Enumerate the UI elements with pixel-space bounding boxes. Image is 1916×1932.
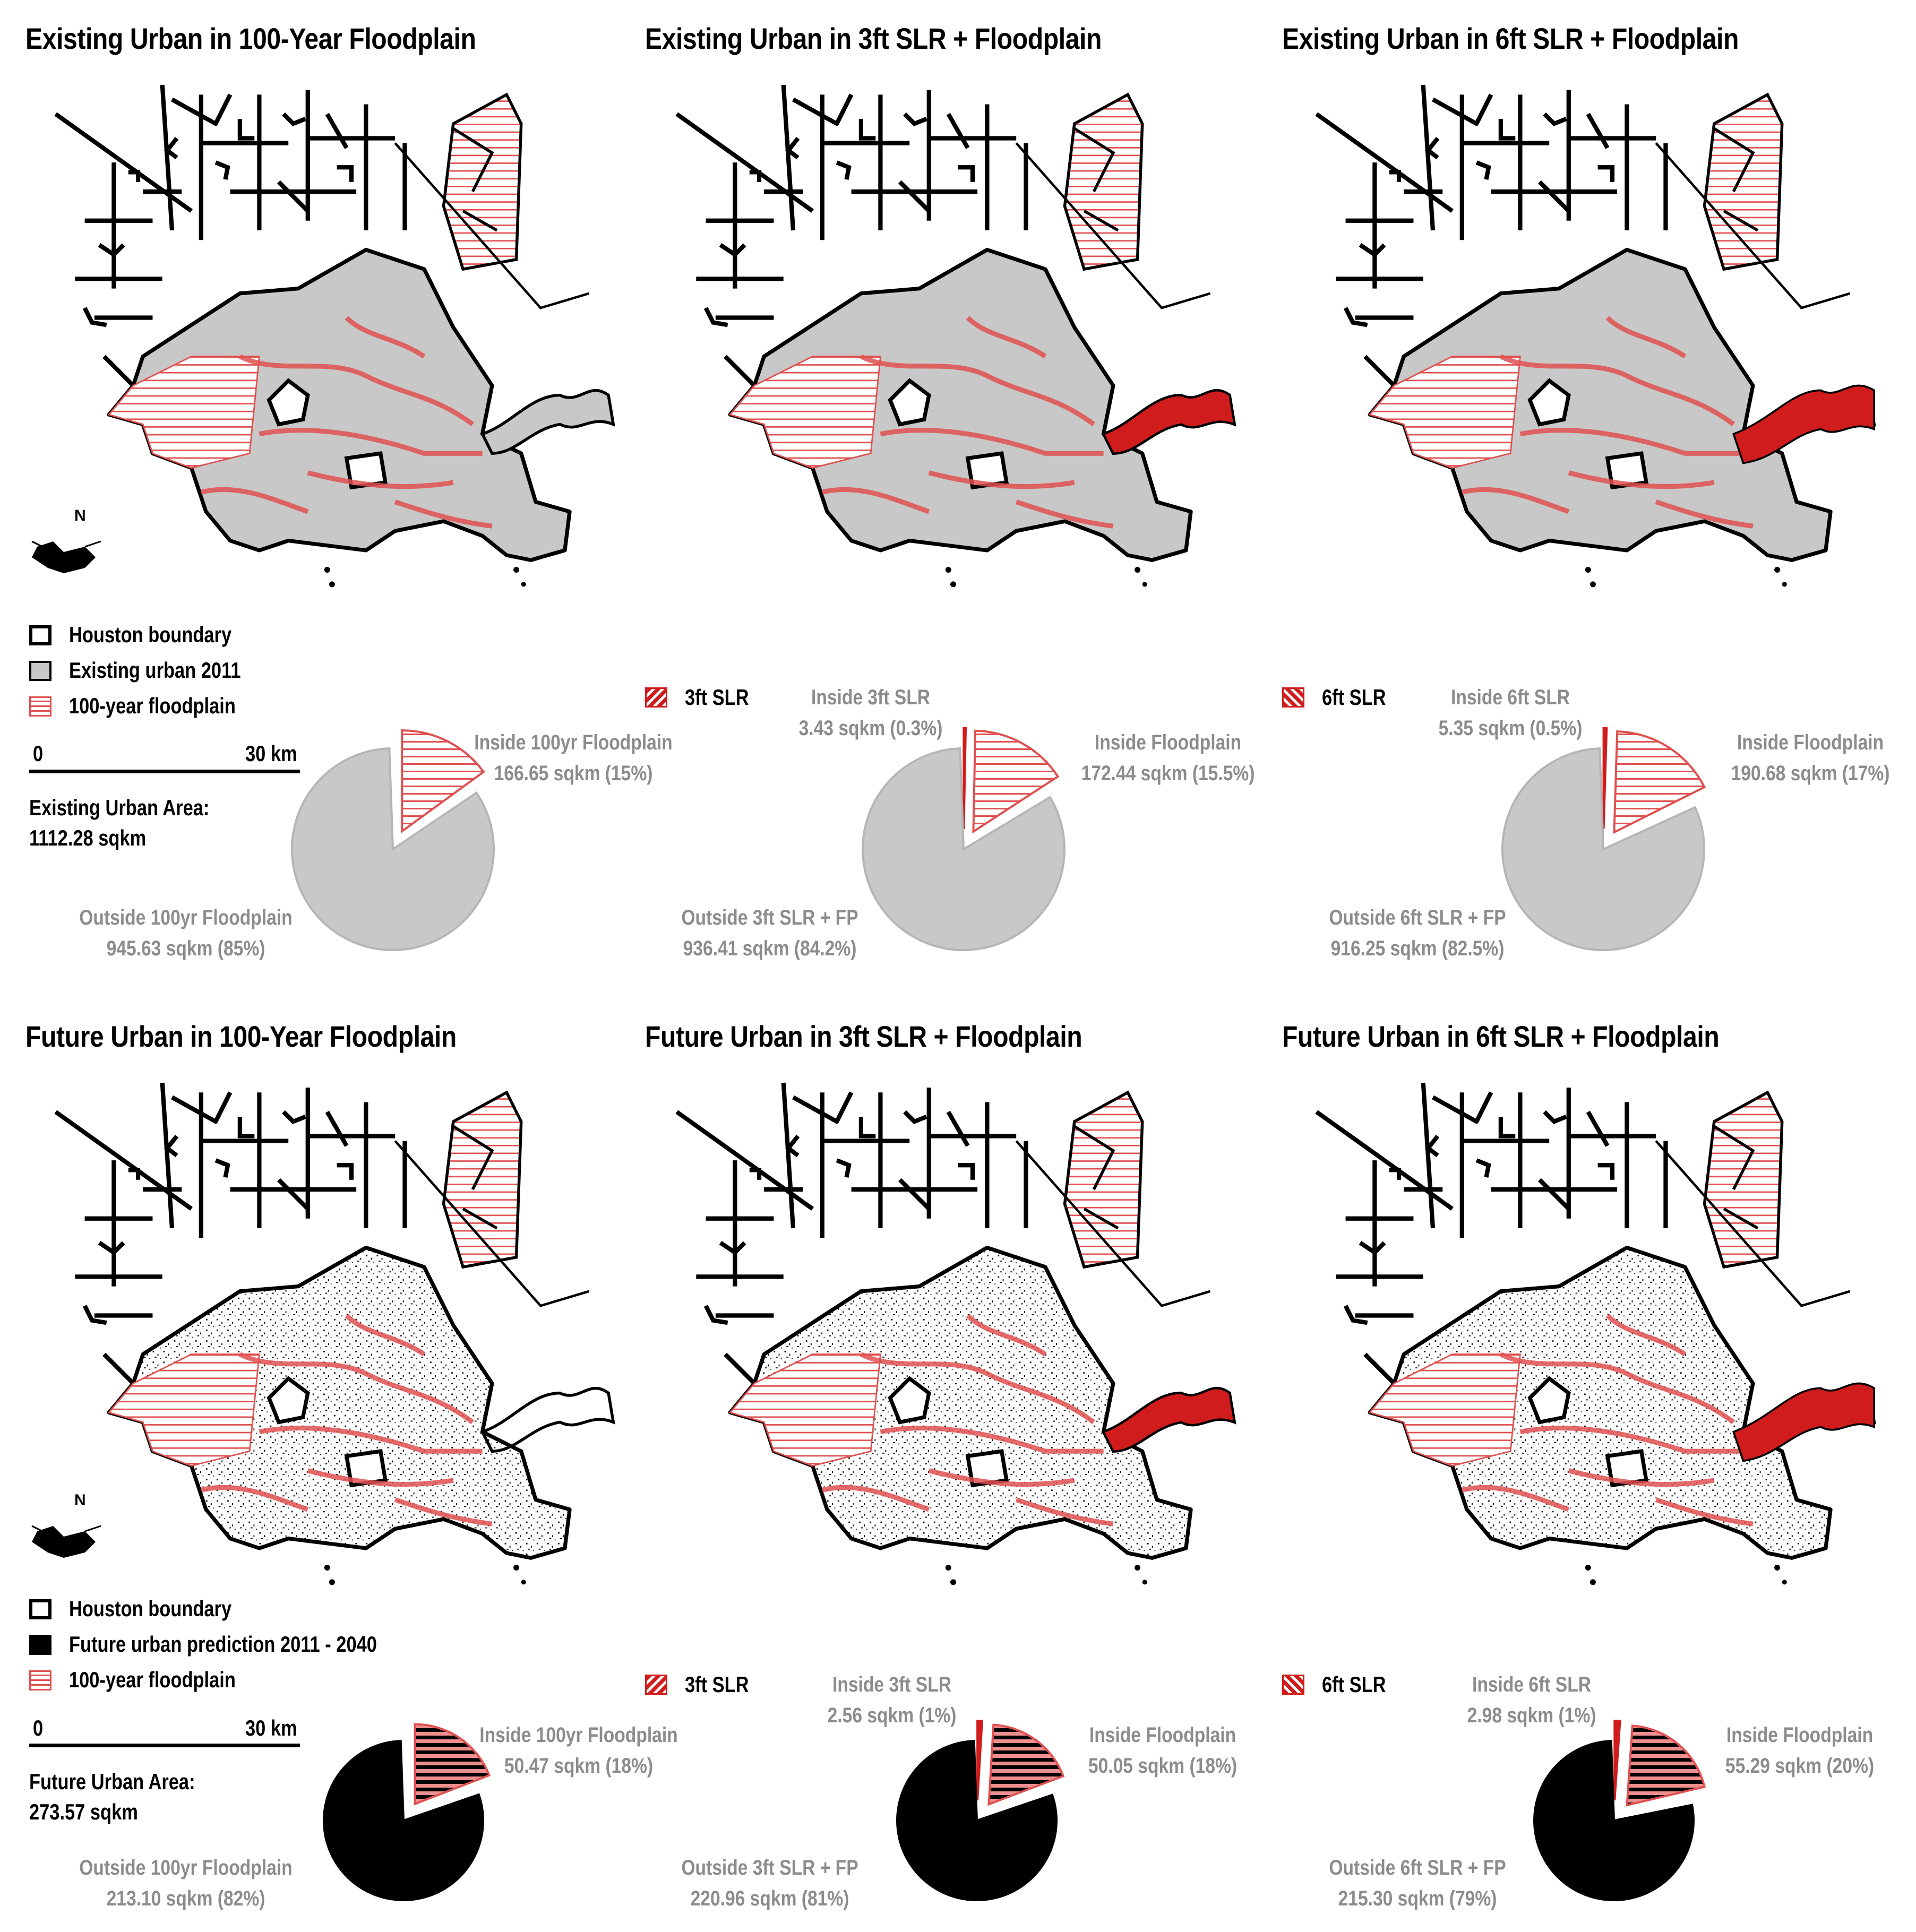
pie-label-inside: Inside 100yr Floodplain 166.65 sqkm (15%) — [474, 731, 673, 785]
pie-label-outside: Outside 100yr Floodplain 213.10 sqkm (82%… — [79, 1856, 293, 1910]
legend-boundary-label: Houston boundary — [69, 622, 232, 647]
floodplain-swatch — [29, 696, 51, 717]
scale-bar — [29, 770, 300, 773]
pie-label-slr: Inside 6ft SLR 5.35 sqkm (0.5%) — [1438, 686, 1583, 740]
pie-slice-outside — [1501, 747, 1705, 951]
pie-label-outside: Outside 6ft SLR + FP 916.25 sqkm (82.5%) — [1329, 906, 1506, 960]
pie-label-outside: Outside 3ft SLR + FP 936.41 sqkm (84.2%) — [681, 906, 858, 960]
map-existing-3ft — [642, 85, 1269, 589]
pie-label-floodplain: Inside Floodplain 172.44 sqkm (15.5%) — [1081, 731, 1255, 785]
pie-label-outside: Outside 100yr Floodplain 945.63 sqkm (85%… — [79, 906, 293, 960]
pie-label-slr: Inside 3ft SLR 3.43 sqkm (0.3%) — [798, 686, 943, 740]
scale-start: 0 — [33, 1715, 44, 1740]
scale-bar — [29, 1744, 300, 1747]
map-future-6ft — [1282, 1083, 1909, 1587]
north-label: N — [74, 1491, 86, 1509]
panel-title: Future Urban in 100-Year Floodplain — [25, 1020, 457, 1053]
area-title: Future Urban Area: — [29, 1769, 195, 1794]
pie-label-slr: Inside 6ft SLR 2.98 sqkm (1%) — [1467, 1673, 1596, 1727]
slr6-label: 6ft SLR — [1322, 685, 1386, 710]
north-label: N — [74, 507, 86, 524]
pie-chart-existing-3ft — [862, 727, 1066, 951]
slr6-swatch — [1282, 1675, 1304, 1695]
map-existing-6ft — [1282, 85, 1909, 589]
panel-title: Future Urban in 3ft SLR + Floodplain — [645, 1020, 1082, 1053]
legend-urban-label: Existing urban 2011 — [69, 658, 241, 683]
scale-end: 30 km — [245, 1715, 297, 1740]
pie-slice-floodplain — [1613, 730, 1706, 834]
slr3-label: 3ft SLR — [685, 685, 749, 710]
area-value: 273.57 sqkm — [29, 1799, 138, 1824]
pie-slice-outside — [323, 1740, 484, 1901]
urban-swatch — [29, 661, 51, 681]
slr3-swatch — [645, 1675, 667, 1695]
scale-end: 30 km — [245, 741, 297, 766]
pie-label-floodplain: Inside Floodplain 55.29 sqkm (20%) — [1725, 1723, 1875, 1778]
legend-urban-label: Future urban prediction 2011 - 2040 — [69, 1632, 377, 1657]
panel-title: Existing Urban in 3ft SLR + Floodplain — [645, 22, 1102, 55]
north-arrow-icon — [31, 1525, 102, 1559]
slr3-swatch — [645, 687, 667, 708]
north-arrow-icon — [31, 540, 102, 574]
legend-floodplain-label: 100-year floodplain — [69, 1667, 236, 1692]
pie-chart-future-3ft — [896, 1720, 1065, 1901]
panel-title: Existing Urban in 100-Year Floodplain — [25, 22, 476, 55]
pie-slice-slr — [963, 727, 967, 830]
pie-slice-outside — [862, 747, 1066, 951]
pie-slice-floodplain — [1626, 1724, 1706, 1807]
slr3-label: 3ft SLR — [685, 1672, 749, 1697]
urban-swatch — [29, 1635, 51, 1655]
map-future-100yr — [21, 1083, 648, 1587]
pie-chart-future-6ft — [1533, 1720, 1706, 1901]
pie-slice-outside — [291, 747, 495, 951]
pie-chart-existing-6ft — [1501, 727, 1706, 951]
pie-label-inside: Inside 100yr Floodplain 50.47 sqkm (18%) — [479, 1723, 678, 1778]
pie-label-floodplain: Inside Floodplain 190.68 sqkm (17%) — [1731, 731, 1890, 785]
pie-slice-slr — [976, 1720, 984, 1801]
area-value: 1112.28 sqkm — [29, 825, 147, 850]
map-existing-100yr — [21, 85, 648, 589]
pie-label-slr: Inside 3ft SLR 2.56 sqkm (1%) — [827, 1673, 957, 1727]
panel-title: Existing Urban in 6ft SLR + Floodplain — [1282, 22, 1739, 55]
pie-slice-outside — [896, 1740, 1058, 1901]
pie-chart-future-100yr — [323, 1723, 491, 1901]
legend-floodplain-label: 100-year floodplain — [69, 693, 236, 718]
pie-chart-existing-100yr — [291, 729, 495, 951]
pie-label-outside: Outside 3ft SLR + FP 220.96 sqkm (81%) — [681, 1856, 858, 1910]
pie-label-outside: Outside 6ft SLR + FP 215.30 sqkm (79%) — [1329, 1856, 1506, 1910]
slr6-swatch — [1282, 687, 1304, 708]
legend-boundary-label: Houston boundary — [69, 1596, 232, 1621]
scale-start: 0 — [33, 741, 44, 766]
pie-slice-floodplain — [972, 729, 1060, 834]
pie-slice-slr — [1613, 1720, 1621, 1801]
area-title: Existing Urban Area: — [29, 795, 210, 820]
pie-label-floodplain: Inside Floodplain 50.05 sqkm (18%) — [1088, 1723, 1238, 1778]
boundary-swatch — [29, 1599, 51, 1619]
slr6-label: 6ft SLR — [1322, 1672, 1386, 1697]
panel-title: Future Urban in 6ft SLR + Floodplain — [1282, 1020, 1720, 1053]
floodplain-swatch — [29, 1670, 51, 1690]
pie-slice-floodplain — [401, 729, 485, 834]
pie-slice-outside — [1533, 1740, 1695, 1901]
pie-slice-floodplain — [414, 1723, 491, 1806]
map-future-3ft — [642, 1083, 1269, 1587]
pie-slice-slr — [1602, 727, 1608, 830]
boundary-swatch — [29, 625, 51, 645]
pie-slice-floodplain — [987, 1723, 1065, 1806]
